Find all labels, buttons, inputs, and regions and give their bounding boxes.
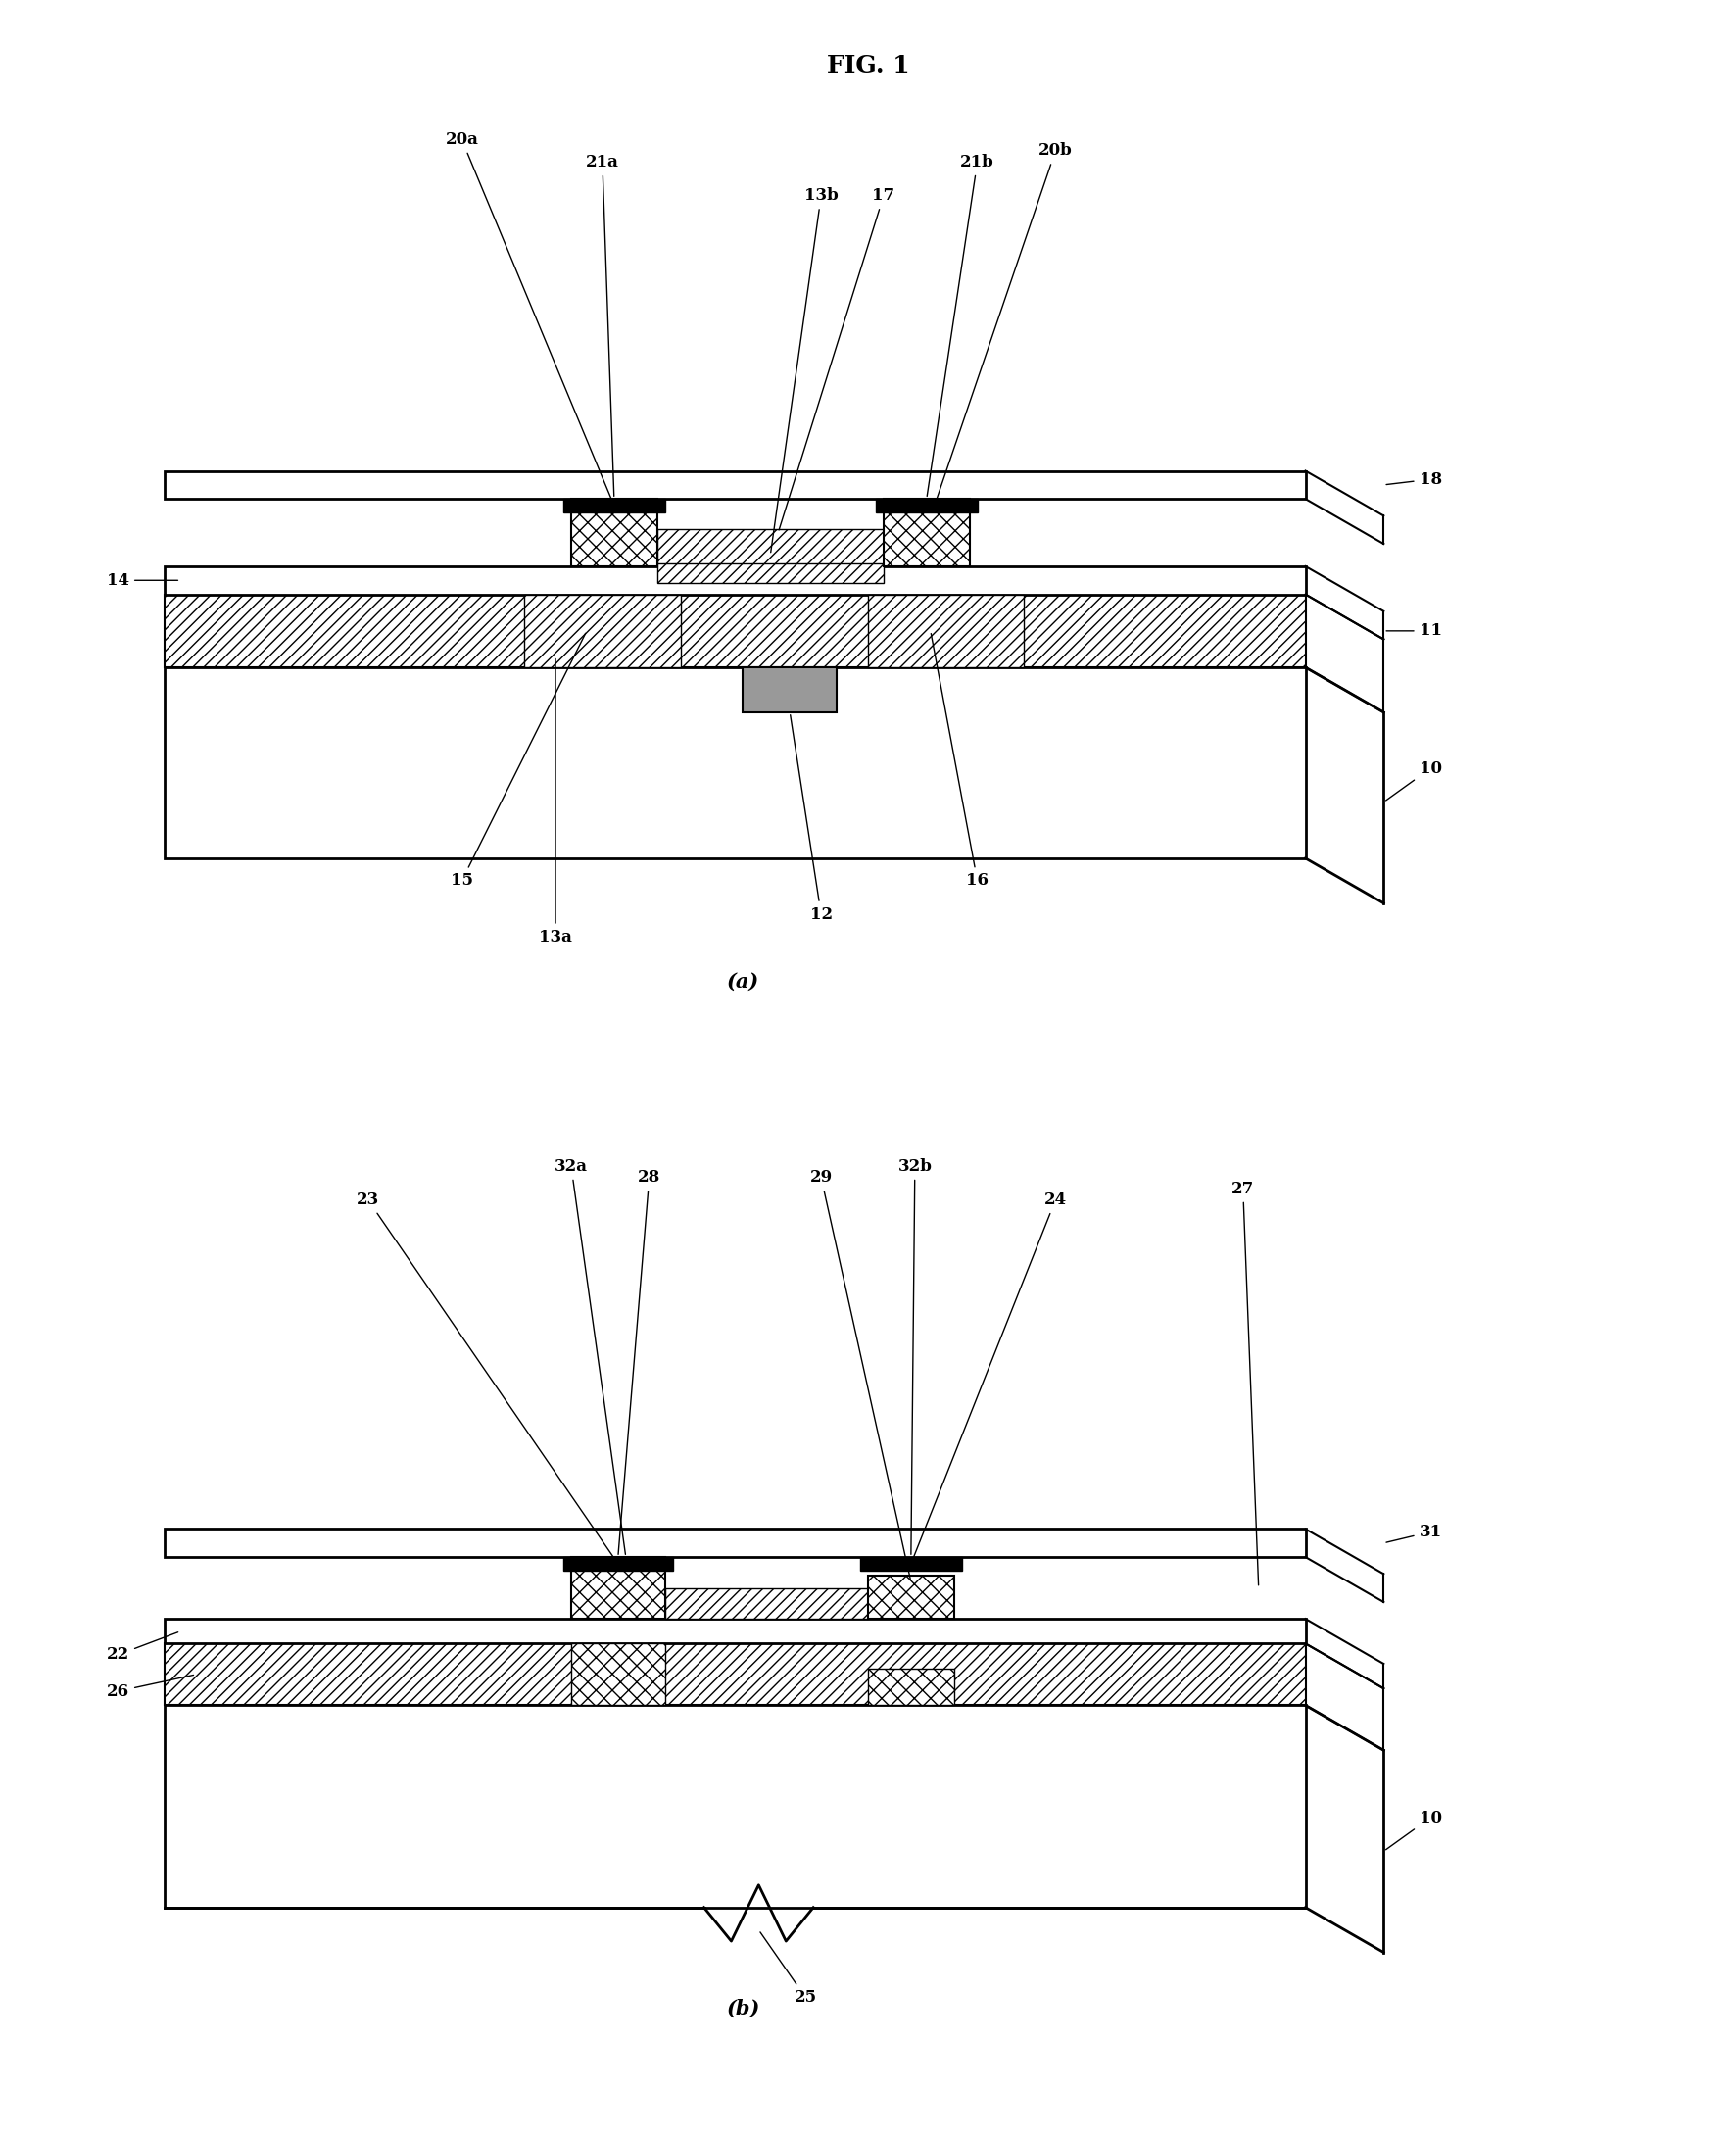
Bar (868, 1576, 955, 1619)
Text: (a): (a) (727, 971, 759, 992)
Bar (524, 595, 681, 667)
Bar (165, 567, 1305, 595)
Text: 24: 24 (911, 1191, 1068, 1561)
Text: 31: 31 (1387, 1523, 1443, 1542)
Text: 21b: 21b (927, 154, 995, 496)
Bar (165, 1643, 1305, 1705)
Text: 11: 11 (1387, 622, 1441, 640)
Text: 23: 23 (356, 1191, 616, 1561)
Text: 16: 16 (930, 633, 988, 890)
Text: 32a: 32a (554, 1157, 625, 1555)
Bar (562, 1557, 672, 1570)
Bar (868, 595, 1024, 667)
Text: 25: 25 (760, 1932, 818, 2006)
Text: 15: 15 (451, 633, 585, 890)
Text: 10: 10 (1385, 759, 1441, 800)
Text: 20a: 20a (444, 130, 613, 503)
Text: 29: 29 (809, 1170, 910, 1579)
Bar (658, 528, 884, 567)
Bar (884, 498, 969, 567)
Text: 20b: 20b (936, 143, 1073, 503)
Bar (743, 667, 837, 712)
Text: 10: 10 (1385, 1810, 1441, 1850)
Text: 14: 14 (108, 571, 177, 588)
Text: 17: 17 (779, 188, 896, 530)
Bar (562, 498, 665, 513)
Bar (165, 471, 1305, 498)
Text: 27: 27 (1231, 1181, 1259, 1585)
Bar (861, 1557, 962, 1570)
Bar (571, 1643, 665, 1705)
Text: 12: 12 (790, 714, 833, 922)
Bar (868, 1668, 955, 1705)
Bar (165, 1529, 1305, 1557)
Text: 22: 22 (106, 1632, 179, 1664)
Bar (665, 1587, 868, 1619)
Text: FIG. 1: FIG. 1 (826, 53, 910, 77)
Bar (877, 498, 977, 513)
Text: 18: 18 (1387, 471, 1443, 488)
Bar (165, 1705, 1305, 1908)
Bar (658, 563, 884, 584)
Text: 13a: 13a (538, 659, 573, 945)
Bar (165, 667, 1305, 858)
Text: 32b: 32b (898, 1157, 932, 1555)
Bar (571, 1557, 665, 1619)
Text: 13b: 13b (771, 188, 838, 552)
Bar (165, 1619, 1305, 1643)
Bar (571, 498, 658, 567)
Bar (165, 595, 1305, 667)
Text: 28: 28 (618, 1170, 661, 1555)
Text: 21a: 21a (585, 154, 620, 496)
Text: 26: 26 (106, 1675, 193, 1701)
Text: (b): (b) (726, 1998, 760, 2019)
